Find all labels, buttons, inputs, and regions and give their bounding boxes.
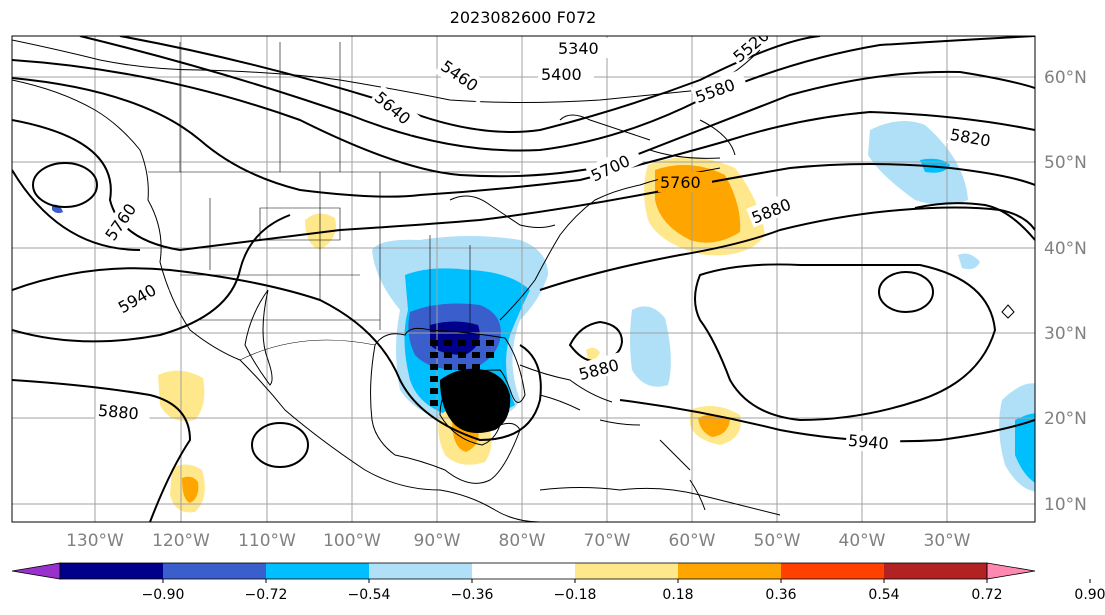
colorbar-segment: [472, 563, 575, 579]
colorbar-tick-label: 0.36: [765, 587, 796, 603]
map-title: 2023082600 F072: [449, 8, 597, 27]
lon-label: 130°W: [66, 531, 124, 551]
lon-label: 100°W: [323, 531, 381, 551]
longitude-axis: 130°W 120°W 110°W 100°W 90°W 80°W 70°W 6…: [66, 531, 971, 551]
shade-orange-pacific-s: [182, 476, 199, 503]
lon-label: 30°W: [924, 531, 971, 551]
lon-label: 110°W: [238, 531, 296, 551]
contour-label-5760-east: 5760: [660, 173, 701, 192]
colorbar-tick-label: 0.54: [868, 587, 899, 603]
colorbar-segment: [884, 563, 987, 579]
colorbar-tick-label: −0.72: [245, 587, 288, 603]
lon-label: 90°W: [414, 531, 461, 551]
colorbar-segment: [781, 563, 884, 579]
contour-label-5400: 5400: [541, 65, 582, 84]
shade-orange-caribbean-e: [698, 414, 730, 437]
shade-light-blue-ne-atl: [958, 253, 980, 270]
lon-label: 40°W: [839, 531, 886, 551]
shade-dark-blue-gulf: [430, 321, 480, 355]
colorbar-tick-label: −0.90: [142, 587, 185, 603]
lat-label: 20°N: [1044, 409, 1087, 429]
lat-label: 40°N: [1044, 239, 1087, 259]
colorbar-tick-label: −0.36: [451, 587, 494, 603]
shade-light-blue-atlantic-mid: [630, 306, 671, 387]
lat-label: 10°N: [1044, 495, 1087, 515]
shade-light-blue-atlantic-n: [868, 121, 968, 205]
contour-label-5880-pac: 5880: [97, 401, 139, 423]
contour-label-5940-east: 5940: [847, 431, 889, 453]
colorbar-tick-label: 0.18: [662, 587, 693, 603]
colorbar-segment: [369, 563, 472, 579]
colorbar-segment: [60, 563, 163, 579]
lon-label: 60°W: [669, 531, 716, 551]
lon-label: 120°W: [152, 531, 210, 551]
colorbar-extend-high: [986, 562, 1036, 580]
lat-label: 30°N: [1044, 324, 1087, 344]
shade-yellow-antilles: [586, 347, 600, 360]
lon-label: 80°W: [499, 531, 546, 551]
colorbar-extend-low: [11, 562, 61, 580]
latitude-axis: 60°N 50°N 40°N 30°N 20°N 10°N: [1044, 68, 1087, 515]
map-frame: [11, 35, 1036, 523]
colorbar-tick-label: 0.90: [1074, 587, 1105, 603]
lat-label: 60°N: [1044, 68, 1087, 88]
anomaly-shading: [52, 121, 1035, 513]
shade-sky-blue-e-edge: [1015, 413, 1035, 483]
colorbar-tick-label: 0.72: [971, 587, 1002, 603]
colorbar-segment: [266, 563, 369, 579]
colorbar-segment: [163, 563, 266, 579]
lon-label: 50°W: [754, 531, 801, 551]
political-borders: [148, 42, 520, 361]
map-panel: 5340 5400 5460 5580 5640 5700 5760 5760 …: [12, 36, 1035, 522]
colorbar: −0.90 −0.72 −0.54 −0.36 −0.18 0.18 0.36 0.54 0.7…: [11, 562, 1105, 603]
lat-label: 50°N: [1044, 153, 1087, 173]
colorbar-outline: [59, 562, 988, 580]
colorbar-segment: [575, 563, 678, 579]
lon-label: 70°W: [584, 531, 631, 551]
colorbar-segment: [678, 563, 781, 579]
colorbar-tick-label: −0.18: [554, 587, 597, 603]
contour-label-5340: 5340: [558, 39, 599, 58]
colorbar-tick-label: −0.54: [348, 587, 391, 603]
stipple-region: [430, 340, 511, 434]
